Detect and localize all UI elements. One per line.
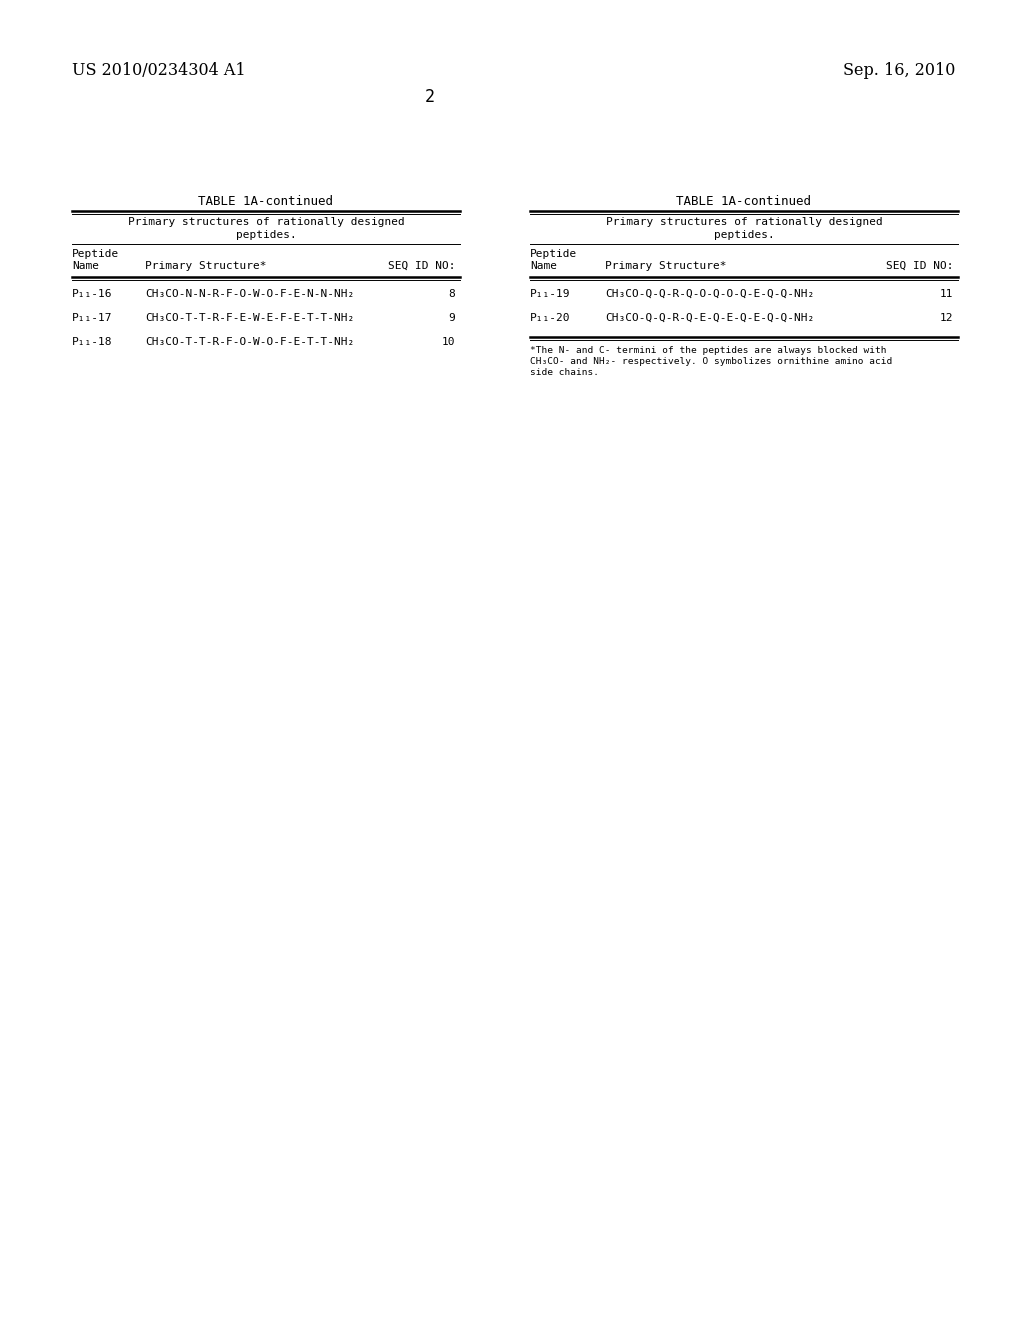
Text: Primary structures of rationally designed: Primary structures of rationally designe…: [605, 216, 883, 227]
Text: TABLE 1A-continued: TABLE 1A-continued: [677, 195, 811, 209]
Text: Peptide: Peptide: [530, 249, 578, 259]
Text: CH₃CO-T-T-R-F-O-W-O-F-E-T-T-NH₂: CH₃CO-T-T-R-F-O-W-O-F-E-T-T-NH₂: [145, 337, 354, 347]
Text: US 2010/0234304 A1: US 2010/0234304 A1: [72, 62, 246, 79]
Text: P₁₁-17: P₁₁-17: [72, 313, 113, 323]
Text: CH₃CO-Q-Q-R-Q-O-Q-O-Q-E-Q-Q-NH₂: CH₃CO-Q-Q-R-Q-O-Q-O-Q-E-Q-Q-NH₂: [605, 289, 814, 300]
Text: 2: 2: [425, 88, 435, 106]
Text: P₁₁-20: P₁₁-20: [530, 313, 570, 323]
Text: Sep. 16, 2010: Sep. 16, 2010: [843, 62, 955, 79]
Text: 9: 9: [449, 313, 455, 323]
Text: 8: 8: [449, 289, 455, 300]
Text: CH₃CO-T-T-R-F-E-W-E-F-E-T-T-NH₂: CH₃CO-T-T-R-F-E-W-E-F-E-T-T-NH₂: [145, 313, 354, 323]
Text: peptides.: peptides.: [236, 230, 296, 240]
Text: *The N- and C- termini of the peptides are always blocked with: *The N- and C- termini of the peptides a…: [530, 346, 887, 355]
Text: P₁₁-16: P₁₁-16: [72, 289, 113, 300]
Text: Name: Name: [72, 261, 99, 271]
Text: Peptide: Peptide: [72, 249, 119, 259]
Text: CH₃CO-N-N-R-F-O-W-O-F-E-N-N-NH₂: CH₃CO-N-N-R-F-O-W-O-F-E-N-N-NH₂: [145, 289, 354, 300]
Text: Primary structures of rationally designed: Primary structures of rationally designe…: [128, 216, 404, 227]
Text: SEQ ID NO:: SEQ ID NO:: [387, 261, 455, 271]
Text: CH₃CO-Q-Q-R-Q-E-Q-E-Q-E-Q-Q-NH₂: CH₃CO-Q-Q-R-Q-E-Q-E-Q-E-Q-Q-NH₂: [605, 313, 814, 323]
Text: side chains.: side chains.: [530, 368, 599, 378]
Text: Primary Structure*: Primary Structure*: [145, 261, 266, 271]
Text: TABLE 1A-continued: TABLE 1A-continued: [199, 195, 334, 209]
Text: peptides.: peptides.: [714, 230, 774, 240]
Text: P₁₁-19: P₁₁-19: [530, 289, 570, 300]
Text: SEQ ID NO:: SEQ ID NO:: [886, 261, 953, 271]
Text: 11: 11: [939, 289, 953, 300]
Text: 10: 10: [441, 337, 455, 347]
Text: Name: Name: [530, 261, 557, 271]
Text: Primary Structure*: Primary Structure*: [605, 261, 726, 271]
Text: CH₃CO- and NH₂- respectively. O symbolizes ornithine amino acid: CH₃CO- and NH₂- respectively. O symboliz…: [530, 356, 892, 366]
Text: P₁₁-18: P₁₁-18: [72, 337, 113, 347]
Text: 12: 12: [939, 313, 953, 323]
